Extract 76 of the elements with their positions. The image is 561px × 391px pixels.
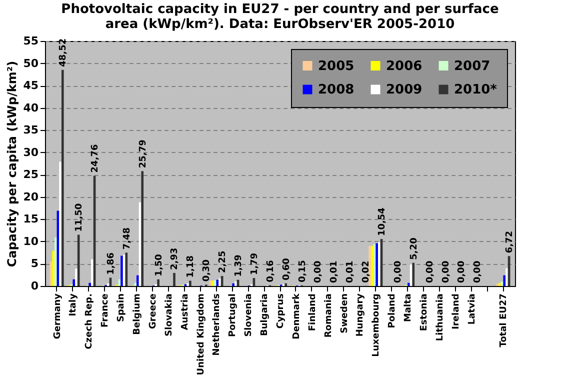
data-label: 0,15 <box>298 260 308 282</box>
legend-label: 2007 <box>454 58 490 74</box>
y-tick-label: 50 <box>23 56 39 70</box>
x-tick-label: Denmark <box>292 292 302 340</box>
x-tick-label: Lithuania <box>435 294 446 342</box>
data-label: 25,79 <box>138 140 148 168</box>
x-tick-label: Latvia <box>467 294 478 325</box>
x-tick-label: Hungary <box>356 293 366 337</box>
data-label: 0,30 <box>202 259 212 282</box>
y-tick-label: 30 <box>23 146 39 159</box>
y-tick-label: 35 <box>23 124 38 137</box>
y-tick-label: 0 <box>30 280 39 292</box>
legend-label: 2009 <box>386 82 422 98</box>
data-label: 5,20 <box>409 238 420 260</box>
y-tick-label: 20 <box>23 190 39 204</box>
chart-title: Photovoltaic capacity in EU27 - per country and per surface area (kWp/km²). Data: EurObserv'ER 2005-2010 <box>61 2 499 32</box>
data-label: 1,86 <box>106 252 116 275</box>
y-tick-label: 45 <box>23 79 38 92</box>
x-tick-label: France <box>100 294 111 328</box>
x-tick-label: Netherlands <box>212 294 222 356</box>
x-tick-label: Portugal <box>228 294 238 338</box>
data-label: 1,79 <box>250 252 260 276</box>
y-axis-title: Capacity per capita (kWp/km²) <box>5 60 20 268</box>
y-tick-label: 25 <box>23 168 38 182</box>
data-label: 10,54 <box>378 208 388 236</box>
y-tick-label: 5 <box>30 257 38 270</box>
data-label: 0,02 <box>362 260 372 283</box>
x-tick-label: United Kingdom <box>196 294 206 376</box>
x-tick-label: Poland <box>388 294 398 328</box>
data-label: 0,00 <box>425 260 436 283</box>
data-label: 0,00 <box>393 260 404 283</box>
data-label: 2,93 <box>170 248 180 270</box>
data-label: 0,60 <box>282 258 292 280</box>
data-label: 6,72 <box>505 230 516 254</box>
data-label: 11,50 <box>74 203 85 232</box>
legend-label: 2005 <box>318 58 354 74</box>
x-tick-label: Germany <box>52 293 63 340</box>
x-tick-label: Finland <box>308 294 318 332</box>
data-label: 1,39 <box>234 254 244 277</box>
y-tick-label: 40 <box>23 101 39 114</box>
y-tick-label: 55 <box>23 34 38 48</box>
x-tick-label: Austria <box>180 294 190 330</box>
data-label: 0,00 <box>457 260 468 283</box>
x-tick-label: Malta <box>404 294 414 322</box>
x-tick-label: Estonia <box>419 294 430 332</box>
x-tick-label: Belgium <box>132 294 143 335</box>
data-label: 0,16 <box>266 260 276 282</box>
x-tick-label: Slovenia <box>244 294 254 337</box>
x-tick-label: Czech Rep. <box>84 294 95 350</box>
data-label: 0,00 <box>314 260 324 283</box>
x-tick-label: Ireland <box>451 294 462 330</box>
data-label: 1,18 <box>186 256 196 278</box>
legend-label: 2008 <box>318 82 354 98</box>
data-label: 24,76 <box>90 144 101 173</box>
y-tick-label: 15 <box>23 212 38 226</box>
x-tick-label: Cyprus <box>276 294 286 329</box>
x-tick-label: Romania <box>324 294 334 338</box>
data-label: 0,00 <box>441 260 452 283</box>
y-tick-label: 10 <box>23 234 39 248</box>
data-label: 0,00 <box>473 260 484 283</box>
data-label: 2,25 <box>218 250 228 273</box>
data-label: 0,01 <box>330 260 340 283</box>
legend-label: 2006 <box>386 58 422 74</box>
data-label: 0,01 <box>346 260 356 283</box>
x-tick-label: Luxembourg <box>372 294 382 357</box>
data-label: 48,52 <box>58 38 69 67</box>
x-tick-label: Sweden <box>340 294 350 334</box>
x-tick-label: Spain <box>116 294 127 322</box>
x-tick-label: Bulgaria <box>260 294 270 336</box>
legend-label: 2010* <box>454 82 498 98</box>
x-tick-label: Greece <box>148 294 158 329</box>
x-tick-label: Slovakia <box>164 294 174 336</box>
x-tick-label: Total EU27 <box>499 294 510 348</box>
data-label: 7,48 <box>122 227 132 250</box>
data-label: 1,50 <box>154 254 164 276</box>
x-tick-label: Italy <box>68 293 79 316</box>
